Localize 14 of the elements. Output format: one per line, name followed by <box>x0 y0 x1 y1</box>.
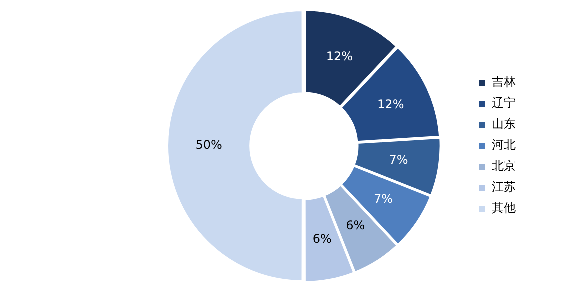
legend-label: 北京 <box>492 159 516 174</box>
legend-label: 吉林 <box>492 75 516 90</box>
data-label: 7% <box>389 153 408 168</box>
data-label: 6% <box>346 218 366 233</box>
data-label: 12% <box>378 97 404 112</box>
data-label: 50% <box>196 138 222 152</box>
legend-label: 其他 <box>492 201 516 216</box>
data-label: 12% <box>326 49 353 64</box>
legend-label: 山东 <box>492 117 516 132</box>
legend-label: 江苏 <box>492 180 516 194</box>
legend-label: 河北 <box>492 138 516 152</box>
data-label: 7% <box>374 192 393 206</box>
legend-label: 辽宁 <box>492 96 516 110</box>
data-label: 6% <box>312 232 332 246</box>
